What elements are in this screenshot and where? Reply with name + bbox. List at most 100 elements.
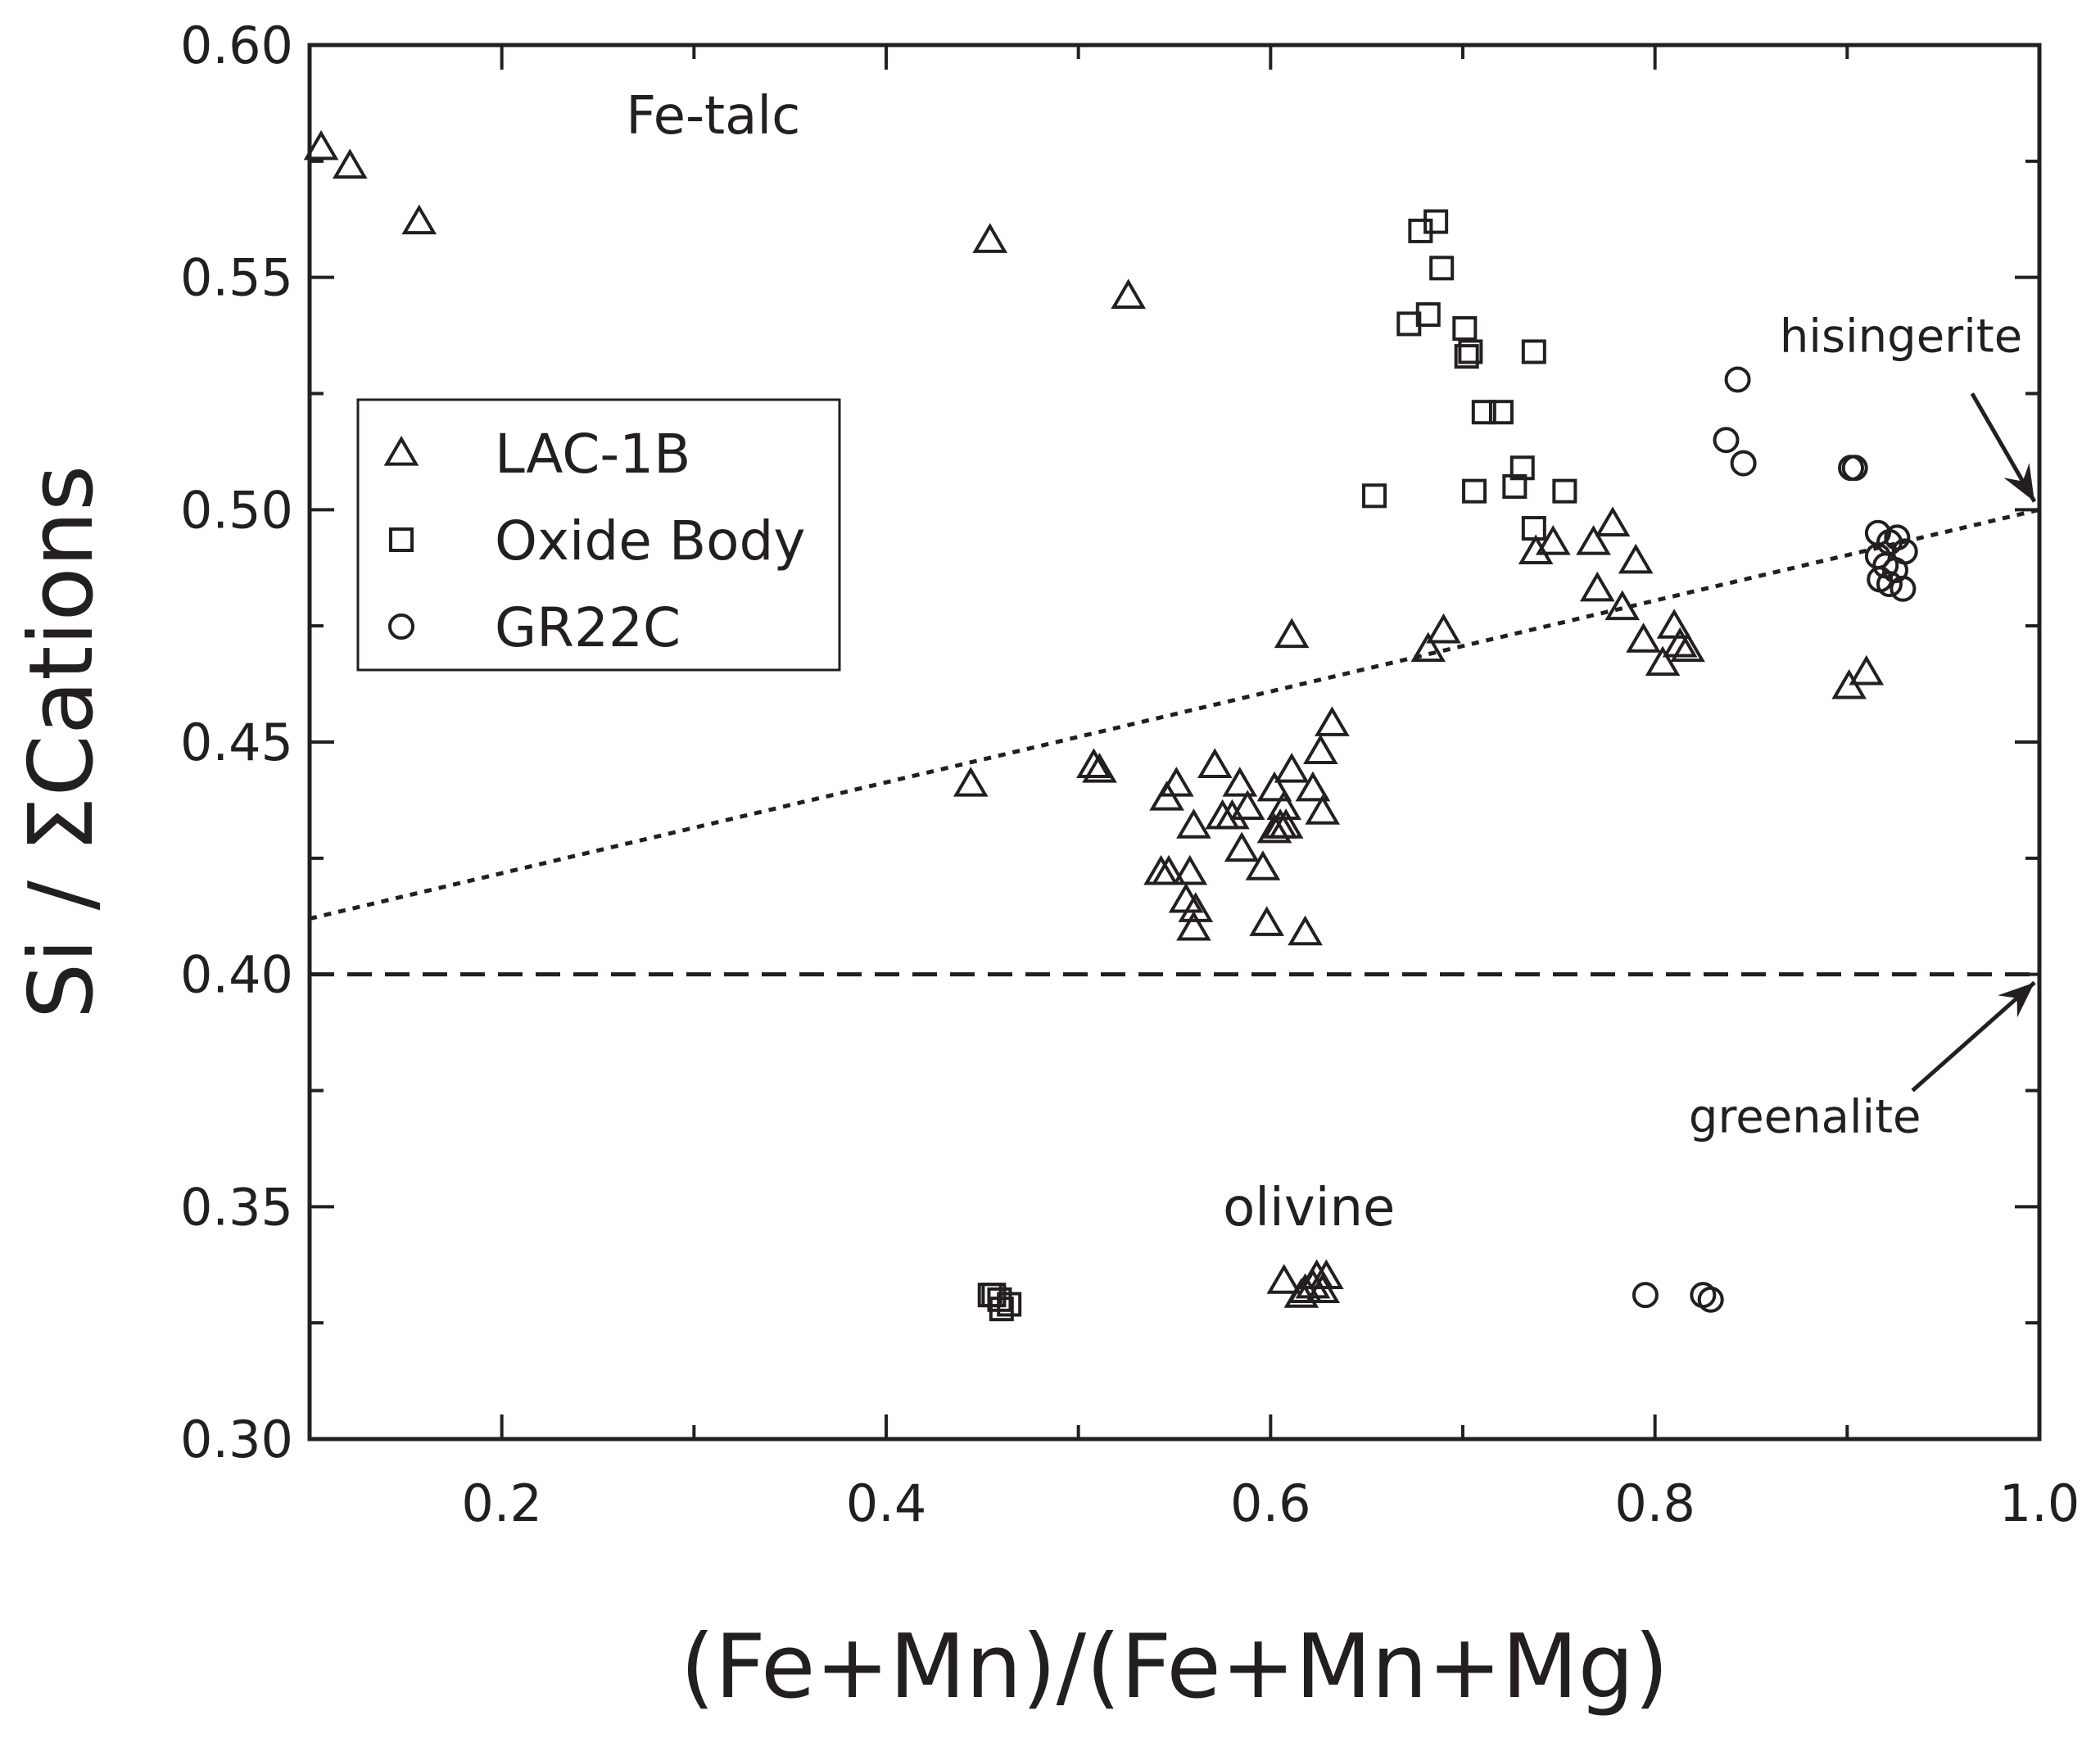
- square-point: [1462, 478, 1487, 504]
- y-tick-label: 0.45: [180, 713, 293, 772]
- triangle-point: [1305, 794, 1341, 825]
- series-gr22c: [1632, 366, 1918, 1313]
- legend-marker-triangle: [383, 436, 419, 466]
- square-point: [1415, 302, 1441, 328]
- triangle-point: [1849, 654, 1885, 686]
- legend-marker-square: [389, 527, 414, 552]
- annotation-greenalite: greenalite: [1689, 1091, 1921, 1144]
- x-tick-label: 0.6: [1230, 1473, 1311, 1533]
- y-tick-label: 0.30: [180, 1410, 293, 1469]
- triangle-point: [1249, 906, 1284, 936]
- triangle-point: [1303, 734, 1338, 764]
- y-tick-label: 0.50: [180, 480, 293, 540]
- triangle-point: [1295, 771, 1331, 802]
- series-oxide-body: [977, 209, 1577, 1322]
- triangle-point: [1176, 808, 1211, 839]
- x-tick-label: 1.0: [1999, 1473, 2080, 1533]
- x-tick-label: 0.4: [846, 1473, 927, 1533]
- square-point: [1521, 339, 1546, 364]
- triangle-point: [1222, 767, 1258, 797]
- annotation-arrow: [1911, 980, 2036, 1093]
- square-point: [1458, 339, 1483, 364]
- triangle-point: [1662, 627, 1698, 658]
- y-axis-title: Si / ΣCations: [11, 465, 113, 1020]
- x-tick-label: 0.2: [461, 1473, 542, 1533]
- triangle-point: [953, 767, 989, 797]
- reference-lines: [309, 507, 2040, 977]
- y-tick-label: 0.55: [180, 248, 293, 308]
- x-tick-label: 0.8: [1614, 1473, 1695, 1533]
- square-point: [997, 1292, 1022, 1317]
- axis-ticks: [310, 43, 2041, 1441]
- circle-point: [1730, 450, 1757, 477]
- triangle-point: [1518, 534, 1554, 564]
- triangle-point: [1309, 1259, 1344, 1290]
- triangle-point: [1626, 622, 1661, 653]
- triangle-point: [1656, 609, 1692, 639]
- square-point: [1521, 516, 1546, 541]
- triangle-point: [1576, 525, 1611, 555]
- legend-label: LAC-1B: [495, 423, 690, 486]
- series-lac-1b: [303, 129, 1885, 1308]
- triangle-point: [1176, 910, 1211, 941]
- triangle-point: [1266, 1264, 1302, 1294]
- triangle-point: [1151, 854, 1187, 885]
- square-point: [1429, 256, 1455, 281]
- circle-point: [1841, 455, 1868, 482]
- triangle-point: [1274, 618, 1310, 649]
- arrowhead: [2003, 463, 2034, 502]
- circle-point: [1890, 575, 1917, 602]
- square-point: [1552, 478, 1577, 504]
- circle-point: [1697, 1286, 1724, 1313]
- data-points: [303, 129, 1918, 1322]
- triangle-point: [332, 148, 368, 179]
- triangle-point: [1288, 915, 1323, 946]
- square-point: [989, 1297, 1014, 1322]
- triangle-point: [303, 129, 339, 161]
- triangle-point: [1197, 748, 1233, 778]
- legend-label: GR22C: [495, 596, 681, 659]
- arrowhead: [1998, 982, 2034, 1018]
- square-point: [1423, 209, 1449, 234]
- square-point: [1502, 473, 1527, 499]
- triangle-point: [1535, 525, 1571, 555]
- plot-frame: [307, 43, 2042, 1442]
- annotation-fe-talc: Fe-talc: [626, 86, 800, 147]
- circle-point: [1724, 366, 1751, 393]
- triangle-point: [1215, 799, 1250, 830]
- triangle-point: [1229, 790, 1265, 821]
- triangle-point: [1224, 831, 1260, 862]
- hisingerite-reference-line: [309, 507, 2040, 921]
- triangle-point: [1245, 850, 1281, 880]
- triangle-point: [1670, 631, 1705, 663]
- y-tick-label: 0.60: [180, 16, 293, 75]
- annotation-olivine: olivine: [1223, 1178, 1395, 1238]
- legend-marker-circle: [388, 613, 414, 640]
- triangle-point: [401, 204, 437, 235]
- triangle-point: [1256, 771, 1292, 802]
- square-point: [1471, 400, 1496, 425]
- triangle-point: [1604, 590, 1641, 621]
- x-axis-title: (Fe+Mn)/(Fe+Mn+Mg): [681, 1616, 1669, 1718]
- y-tick-label: 0.40: [180, 945, 293, 1005]
- legend: LAC-1B Oxide Body GR22C: [356, 398, 841, 672]
- circle-point: [1632, 1282, 1659, 1309]
- annotations: Fe-talc olivine hisingerite greenalite: [626, 86, 2037, 1238]
- triangle-point: [1256, 812, 1292, 844]
- square-point: [1509, 455, 1535, 481]
- triangle-point: [1111, 278, 1147, 309]
- square-point: [1488, 400, 1514, 425]
- triangle-point: [1579, 571, 1615, 602]
- triangle-point: [1645, 645, 1681, 677]
- legend-label: Oxide Body: [495, 509, 805, 573]
- plot-frame-group: [307, 43, 2042, 1442]
- triangle-point: [1426, 613, 1461, 644]
- triangle-point: [1076, 748, 1111, 778]
- triangle-point: [1410, 631, 1446, 663]
- circle-point: [1884, 524, 1911, 551]
- triangle-point: [1082, 753, 1117, 783]
- triangle-point: [1159, 767, 1194, 797]
- square-point: [1452, 316, 1478, 342]
- triangle-point: [1315, 706, 1350, 736]
